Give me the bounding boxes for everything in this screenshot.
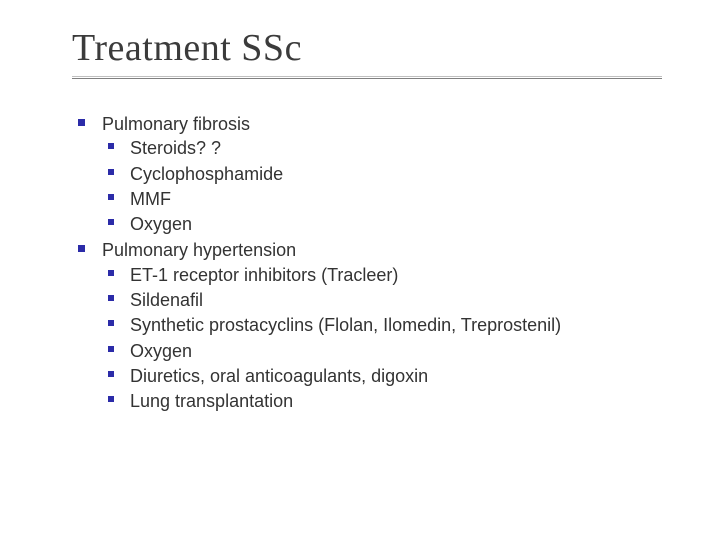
list-level-1: Pulmonary fibrosis Steroids? ? Cyclophos… [72, 112, 680, 414]
list-item: Lung transplantation [102, 389, 680, 413]
list-item-label: Oxygen [130, 341, 192, 361]
list-item: Synthetic prostacyclins (Flolan, Ilomedi… [102, 313, 680, 337]
list-item-label: Steroids? ? [130, 138, 221, 158]
square-bullet-icon [108, 143, 114, 149]
title-separator [72, 76, 662, 78]
list-level-2: ET-1 receptor inhibitors (Tracleer) Sild… [102, 263, 680, 414]
list-item-label: Diuretics, oral anticoagulants, digoxin [130, 366, 428, 386]
list-item: MMF [102, 187, 680, 211]
list-item-label: ET-1 receptor inhibitors (Tracleer) [130, 265, 398, 285]
square-bullet-icon [108, 320, 114, 326]
list-item-label: Lung transplantation [130, 391, 293, 411]
list-item: Cyclophosphamide [102, 162, 680, 186]
list-item-label: Pulmonary fibrosis [102, 114, 250, 134]
slide-body: Pulmonary fibrosis Steroids? ? Cyclophos… [72, 112, 680, 414]
list-item: Oxygen [102, 339, 680, 363]
slide-title: Treatment SSc [72, 26, 680, 70]
list-item-label: Oxygen [130, 214, 192, 234]
square-bullet-icon [108, 346, 114, 352]
square-bullet-icon [108, 396, 114, 402]
list-item: Diuretics, oral anticoagulants, digoxin [102, 364, 680, 388]
list-item-label: MMF [130, 189, 171, 209]
square-bullet-icon [108, 194, 114, 200]
square-bullet-icon [108, 169, 114, 175]
square-bullet-icon [108, 295, 114, 301]
list-level-2: Steroids? ? Cyclophosphamide MMF Oxygen [102, 136, 680, 236]
list-item: Sildenafil [102, 288, 680, 312]
list-item: Oxygen [102, 212, 680, 236]
slide: Treatment SSc Pulmonary fibrosis Steroid… [0, 0, 720, 540]
list-item-label: Sildenafil [130, 290, 203, 310]
list-item-label: Cyclophosphamide [130, 164, 283, 184]
list-item: ET-1 receptor inhibitors (Tracleer) [102, 263, 680, 287]
square-bullet-icon [108, 371, 114, 377]
square-bullet-icon [78, 245, 85, 252]
list-item-label: Pulmonary hypertension [102, 240, 296, 260]
square-bullet-icon [78, 119, 85, 126]
list-item: Steroids? ? [102, 136, 680, 160]
list-item: Pulmonary fibrosis Steroids? ? Cyclophos… [72, 112, 680, 236]
list-item-label: Synthetic prostacyclins (Flolan, Ilomedi… [130, 315, 561, 335]
square-bullet-icon [108, 270, 114, 276]
list-item: Pulmonary hypertension ET-1 receptor inh… [72, 238, 680, 413]
square-bullet-icon [108, 219, 114, 225]
